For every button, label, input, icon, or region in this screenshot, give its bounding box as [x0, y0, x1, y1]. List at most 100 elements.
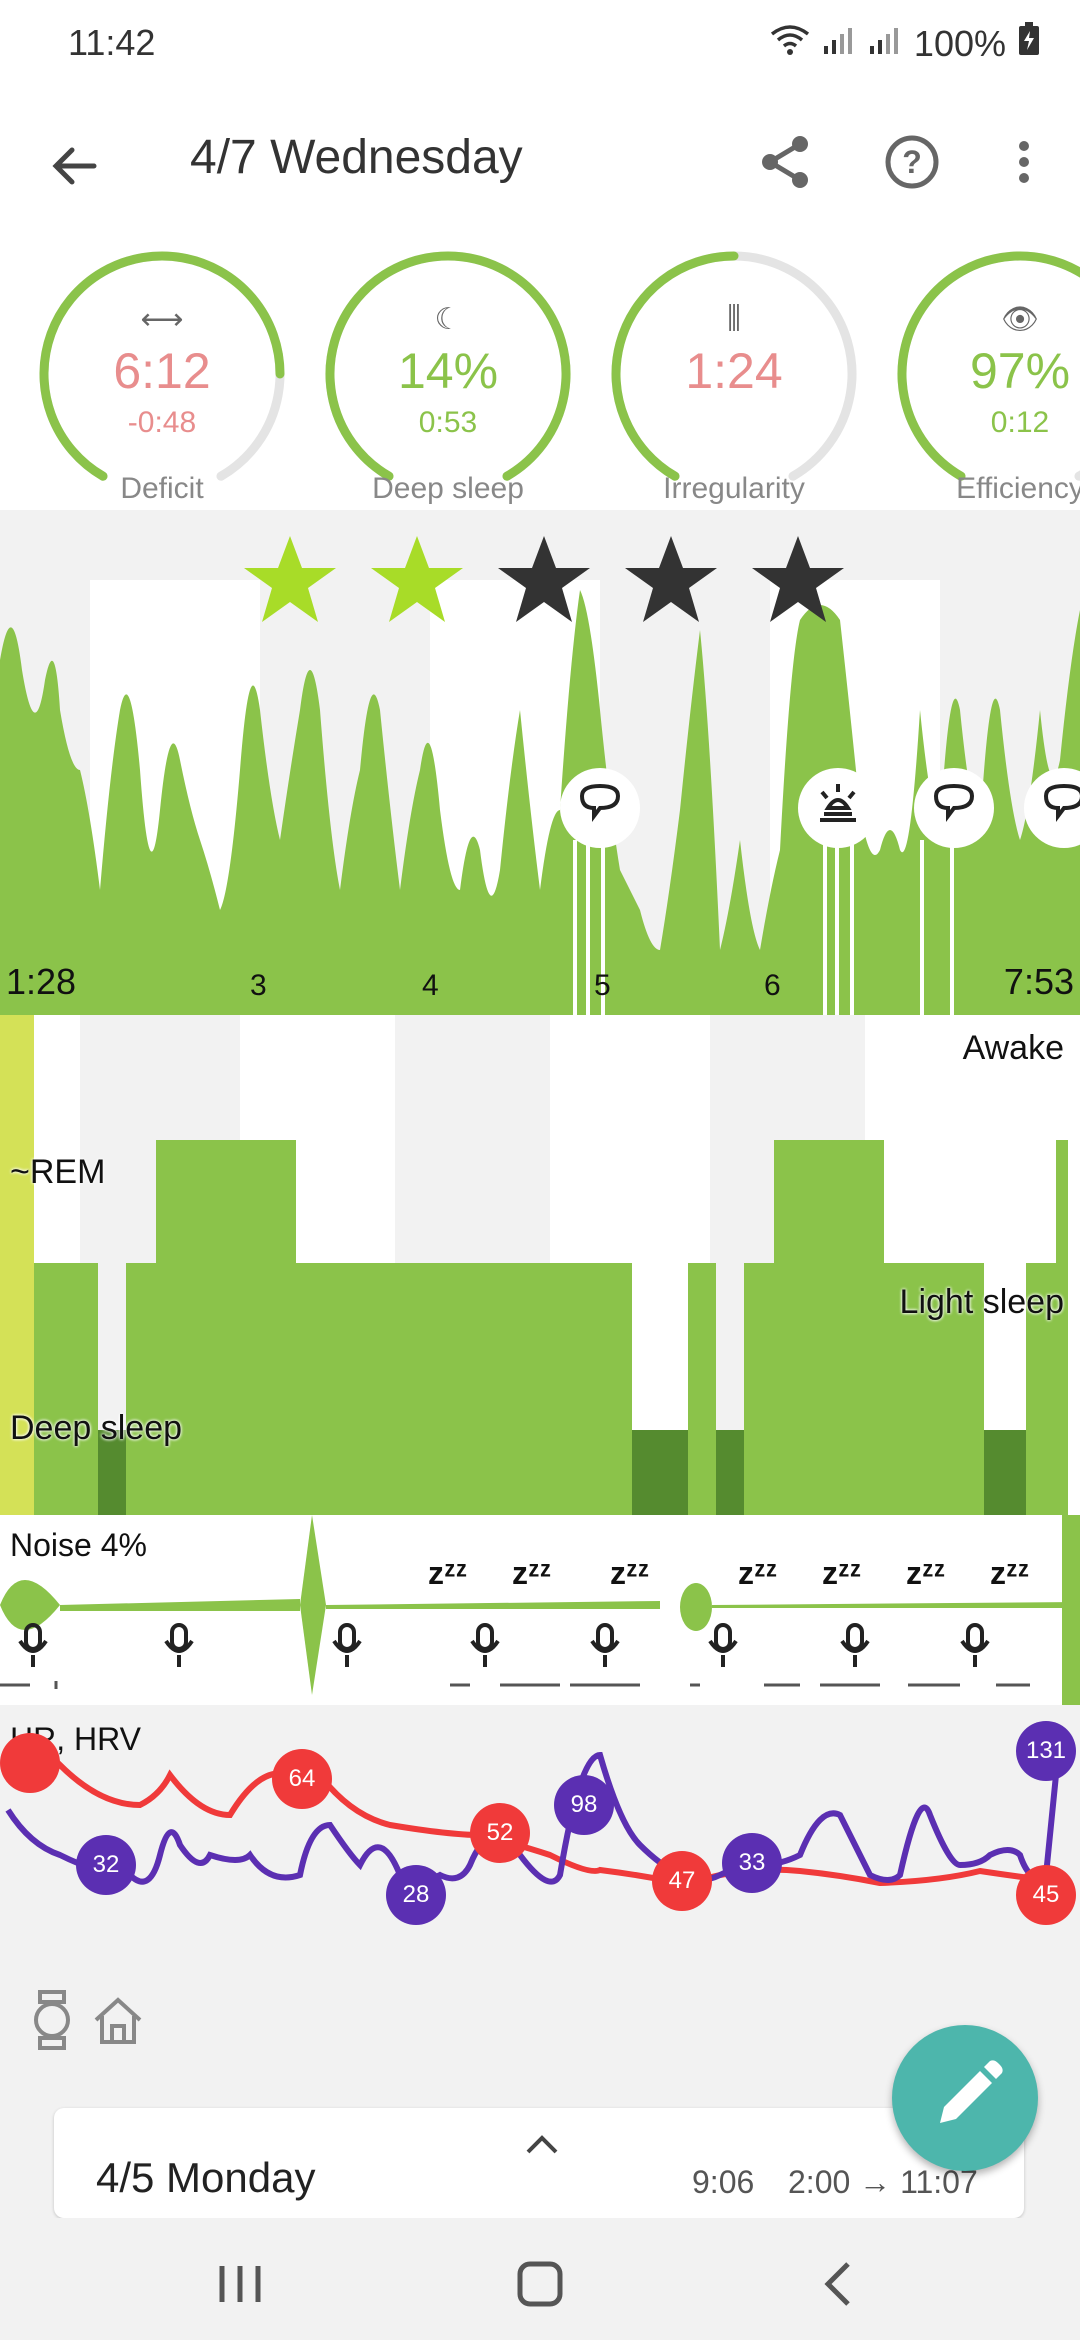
snore-event-marker-3[interactable] [1024, 768, 1080, 848]
recent-apps-button[interactable] [204, 2254, 276, 2314]
stage-light-label: Light sleep [899, 1283, 1064, 1321]
recent-apps-icon [219, 2266, 261, 2302]
card-duration: 9:06 [692, 2164, 755, 2200]
help-button[interactable]: ? [876, 126, 948, 198]
gauge-deep-sleep[interactable]: ☾ 14% 0:53 Deep sleep [318, 244, 578, 505]
previous-sleep-card[interactable]: 4/5 Monday 9:06 2:00 → 11:07 [54, 2108, 1024, 2218]
hr-value: 45 [1016, 1865, 1076, 1925]
share-icon [762, 136, 808, 188]
snore-event-marker-2[interactable] [914, 768, 994, 848]
alarm-sunrise-icon [820, 784, 856, 822]
snore-zzz-icon: zᶻᶻ [906, 1555, 946, 1591]
snore-zzz-icon: zᶻᶻ [990, 1555, 1030, 1591]
home-nav-icon [517, 2261, 563, 2307]
star-icon[interactable] [367, 530, 467, 630]
gauge-value: 14% [397, 343, 499, 399]
stage-rem-label: ~REM [10, 1153, 106, 1191]
gauge-label: Deep sleep [372, 472, 524, 505]
snore-zzz-icon: zᶻᶻ [428, 1555, 468, 1591]
stage-awake-label: Awake [962, 1029, 1064, 1067]
snore-zzz-icon: zᶻᶻ [512, 1555, 552, 1591]
gauge-label: Efficiency [956, 472, 1080, 505]
home-icon [94, 1997, 142, 2044]
speech-bubble-icon [933, 783, 975, 822]
hr-value: 47 [652, 1851, 712, 1911]
help-icon: ? [885, 135, 939, 189]
hrv-value: 32 [76, 1835, 136, 1895]
speech-bubble-icon [1043, 783, 1080, 822]
hr-value [0, 1733, 60, 1793]
ruler-icon: ⟷ [140, 303, 184, 336]
timeline-tick: 6 [764, 969, 781, 1002]
eye-icon: 👁 [1000, 303, 1040, 336]
share-button[interactable] [750, 126, 822, 198]
arrow-left-icon [52, 147, 97, 185]
timeline-tick: 5 [594, 969, 611, 1002]
watch-icon [34, 1990, 70, 2050]
hr-value: 52 [470, 1803, 530, 1863]
battery-charging-icon [1018, 22, 1040, 65]
signal-icon-2 [868, 23, 902, 65]
gauge-deficit[interactable]: ⟷ 6:12 -0:48 Deficit [32, 244, 292, 505]
star-icon[interactable] [494, 530, 594, 630]
battery-level: 100% [913, 22, 1006, 64]
gauge-sub: -0:48 [127, 406, 197, 439]
home-button[interactable] [504, 2254, 576, 2314]
svg-text:?: ? [902, 144, 922, 180]
sleep-activity-chart[interactable]: 1:28 3 4 5 6 7:53 [0, 510, 1080, 1015]
more-options-button[interactable] [1000, 126, 1048, 198]
hr-hrv-chart[interactable]: HR, HRV 64 52 47 45 32 28 98 33 131 [0, 1705, 1080, 1955]
star-icon[interactable] [240, 530, 340, 630]
hypnogram[interactable]: Awake ~REM Light sleep Deep sleep [0, 1015, 1080, 1515]
gauge-efficiency[interactable]: 👁 97% 0:12 Efficiency [890, 244, 1080, 505]
speech-bubble-icon [579, 783, 621, 822]
wifi-icon [770, 23, 810, 65]
card-date: 4/5 Monday [96, 2154, 316, 2201]
timeline-tick: 4 [422, 969, 439, 1002]
status-time: 11:42 [68, 22, 156, 63]
hr-value: 64 [272, 1749, 332, 1809]
snore-event-marker[interactable] [560, 768, 640, 848]
device-source-icons [30, 1990, 144, 2050]
sleep-rating[interactable] [240, 530, 848, 630]
gauge-value: 6:12 [113, 343, 211, 399]
irregularity-icon: ⫼ [727, 302, 741, 335]
hrv-value: 131 [1016, 1721, 1076, 1781]
status-icons: 100% [770, 22, 1040, 65]
gauge-label: Deficit [120, 472, 204, 505]
timeline-end: 7:53 [1003, 961, 1074, 1002]
back-nav-button[interactable] [804, 2254, 876, 2314]
timeline-start: 1:28 [6, 961, 77, 1002]
wake-alarm-marker[interactable] [798, 768, 878, 848]
hrv-value: 98 [554, 1775, 614, 1835]
pencil-icon [940, 2060, 1003, 2123]
gauges-row[interactable]: ⟷ 6:12 -0:48 Deficit ☾ 14% 0:53 Deep sle… [0, 240, 1080, 510]
signal-icon [822, 23, 856, 65]
gauge-value: 97% [969, 343, 1071, 399]
card-time-range: 2:00 → 11:07 [788, 2164, 978, 2200]
star-icon[interactable] [621, 530, 721, 630]
edit-fab-button[interactable] [892, 2025, 1038, 2171]
noise-label: Noise 4% [10, 1527, 147, 1563]
hrv-value: 33 [722, 1833, 782, 1893]
moon-icon: ☾ [434, 303, 462, 336]
gauge-label: Irregularity [663, 472, 805, 505]
noise-chart[interactable]: Noise 4% zᶻᶻ zᶻᶻ zᶻᶻ zᶻᶻ zᶻᶻ zᶻᶻ zᶻᶻ [0, 1515, 1080, 1705]
status-bar: 11:42 100% [0, 0, 1080, 90]
snore-zzz-icon: zᶻᶻ [822, 1555, 862, 1591]
chevron-up-icon[interactable] [522, 2128, 562, 2167]
hrv-value: 28 [386, 1865, 446, 1925]
gauge-sub: 0:53 [418, 406, 478, 439]
back-button[interactable] [40, 130, 112, 202]
stage-deep-label: Deep sleep [10, 1409, 183, 1447]
recording-mic-icons[interactable] [0, 1515, 1080, 1705]
snore-zzz-icon: zᶻᶻ [738, 1555, 778, 1591]
back-nav-icon [824, 2262, 850, 2306]
system-nav-bar [0, 2218, 1080, 2340]
gauge-irregularity[interactable]: ⫼ 1:24 Irregularity [604, 244, 864, 505]
star-icon[interactable] [748, 530, 848, 630]
timeline-tick: 3 [250, 969, 267, 1002]
more-vert-icon [1019, 141, 1029, 183]
app-bar: 4/7 Wednesday ? [0, 90, 1080, 240]
gauge-sub: 0:12 [990, 406, 1050, 439]
